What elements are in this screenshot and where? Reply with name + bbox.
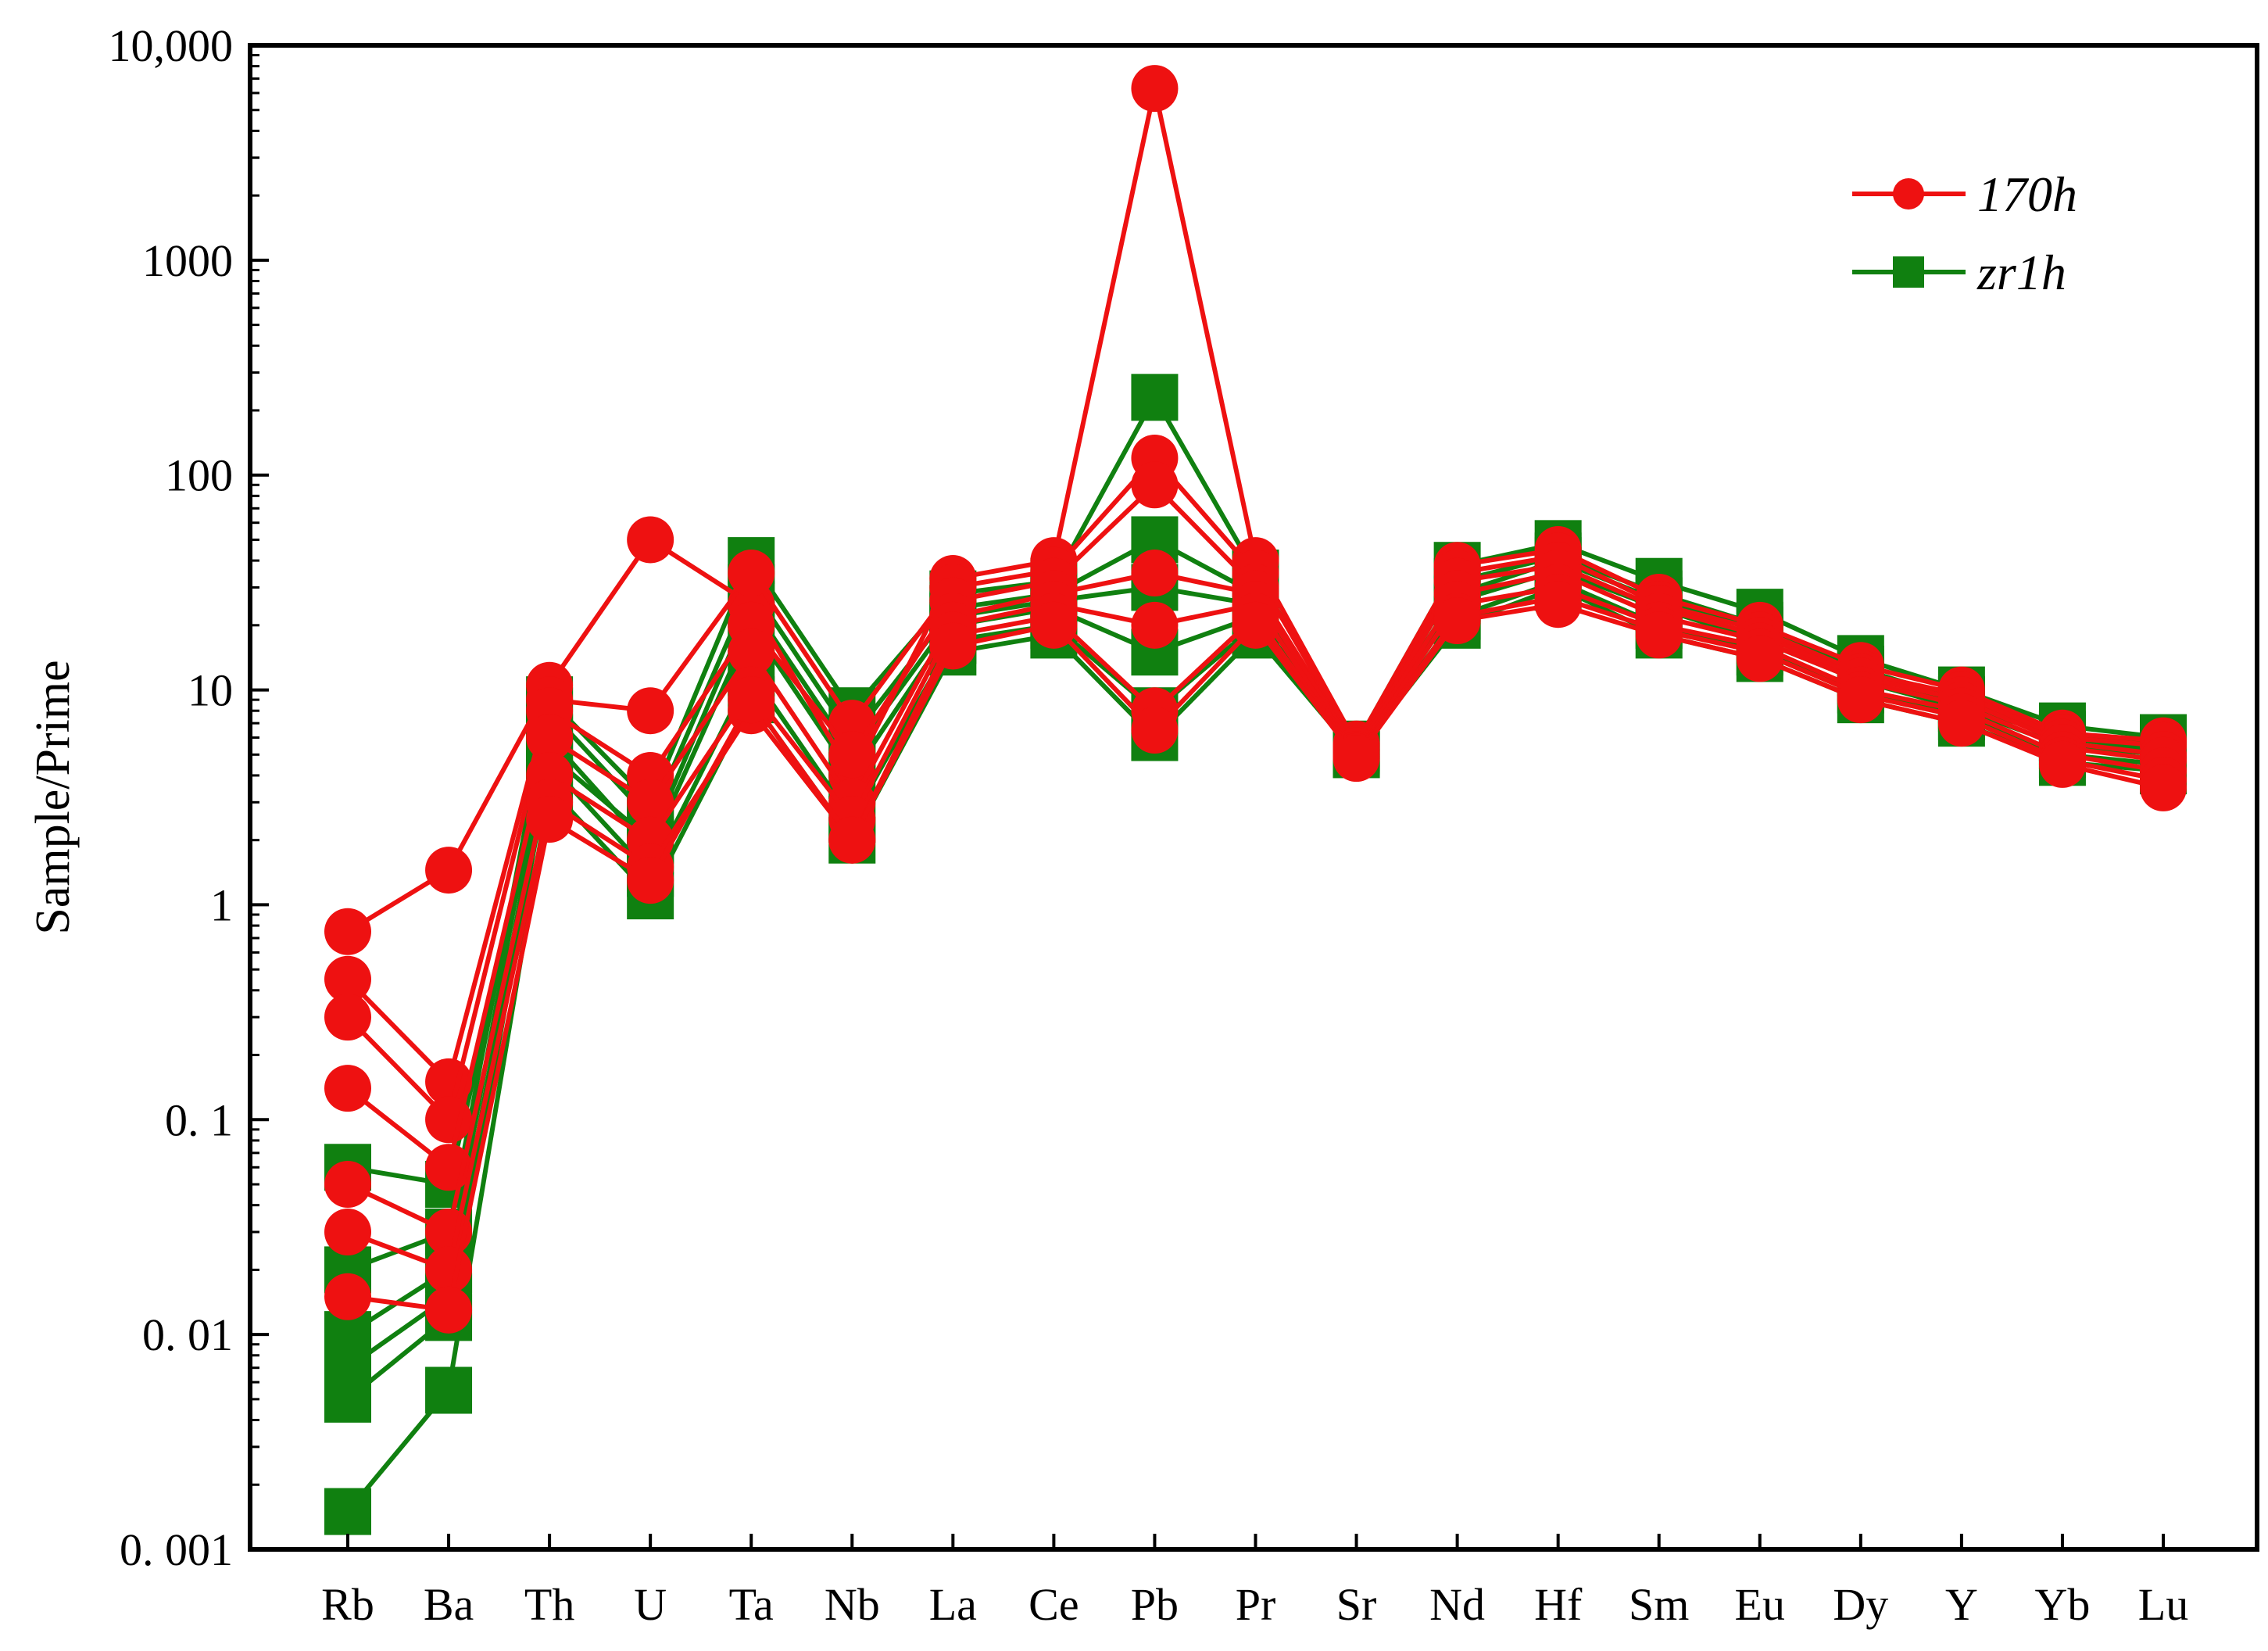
x-tick-label-rb: Rb [321,1579,374,1630]
point-ba [425,847,473,894]
series-170h-6 [324,581,2187,1334]
point-rb [324,994,371,1041]
x-tick-label-hf: Hf [1534,1579,1583,1630]
x-tick-label-pb: Pb [1131,1579,1179,1630]
x-tick-label-ta: Ta [729,1579,774,1630]
point-sm [1635,611,1683,659]
x-tick-label-nb: Nb [825,1579,880,1630]
series-170h-4 [324,564,2187,1256]
point-ba [425,1366,473,1414]
x-tick-label-u: U [634,1579,667,1630]
x-tick-label-eu: Eu [1735,1579,1785,1630]
point-pb [1131,374,1179,421]
point-u [627,516,674,564]
point-rb [324,1273,371,1320]
series-line [345,585,2164,1513]
x-tick-label-ba: Ba [424,1579,474,1630]
point-ba [425,1246,473,1294]
series-layer [324,65,2187,1535]
y-axis-label: Sample/Prime [27,660,80,934]
point-lu [2140,764,2187,811]
x-tick-label-y: Y [1945,1579,1978,1630]
point-pb [1131,461,1179,509]
point-eu [1736,635,1783,682]
point-la [929,622,977,670]
legend: 170h zr1h [1852,167,2077,300]
y-tick-label: 1 [210,879,233,930]
point-hf [1534,581,1582,629]
x-tick-label-sm: Sm [1629,1579,1689,1630]
series-zr1h-4 [324,374,2187,1294]
x-tick-label-sr: Sr [1336,1579,1377,1630]
x-tick-label-la: La [929,1579,977,1630]
point-th [526,796,574,843]
point-u [627,687,674,735]
point-pb [1131,601,1179,649]
x-tick-label-dy: Dy [1833,1579,1888,1630]
series-line [346,571,2164,1170]
x-tick-label-lu: Lu [2138,1579,2188,1630]
point-th [526,714,574,761]
x-axis: Rb Ba Th U Ta Nb La Ce Pb Pr Sr Nd Hf Sm Eu Dy Y Yb Lu [321,1534,2188,1630]
point-ta [728,676,775,724]
point-nd [1433,597,1481,645]
x-tick-label-pr: Pr [1236,1579,1276,1630]
series-line [346,578,2164,1402]
point-pb [1131,550,1179,597]
y-tick-label: 0. 1 [165,1094,233,1145]
y-tick-label: 0. 001 [120,1524,233,1575]
y-tick-label: 0. 01 [142,1309,233,1360]
point-u [627,779,674,826]
x-tick-label-yb: Yb [2034,1579,2090,1630]
point-pb [1131,65,1179,113]
point-y [1937,700,1985,747]
point-pb [1131,706,1179,754]
legend-item-170h: 170h [1852,167,2077,222]
x-tick-label-nd: Nd [1429,1579,1485,1630]
y-tick-label: 1000 [142,235,233,286]
point-rb [324,1065,371,1112]
y-tick-label: 100 [165,450,233,501]
point-dy [1837,676,1884,724]
x-tick-label-ce: Ce [1028,1579,1079,1630]
point-sr [1333,735,1380,783]
point-yb [2038,740,2086,788]
series-line [346,395,2164,1273]
point-ta [728,629,775,676]
y-tick-label: 10 [188,665,233,716]
point-rb [324,908,371,955]
legend-marker [1893,178,1924,210]
point-rb [324,1161,371,1209]
series-line [347,602,2164,1313]
point-rb [324,955,371,1003]
point-ba [425,1286,473,1334]
legend-item-zr1h: zr1h [1852,245,2066,300]
plot-frame [248,43,2259,1552]
series-line [346,537,2164,1337]
point-nb [828,816,876,864]
point-u [627,857,674,904]
legend-marker [1893,256,1924,288]
legend-label: zr1h [1976,245,2066,300]
point-pr [1232,601,1279,649]
y-axis: 0. 001 0. 01 0. 1 1 10 100 1000 10,000 [109,20,269,1575]
y-tick-label: 10,000 [109,20,234,71]
point-ce [1030,601,1078,649]
point-rb [324,1209,371,1256]
point-ta [728,550,775,597]
point-nb [828,731,876,779]
legend-label: 170h [1977,167,2077,222]
x-tick-label-th: Th [524,1579,574,1630]
series-line [346,86,2164,934]
point-rb [324,1488,371,1535]
